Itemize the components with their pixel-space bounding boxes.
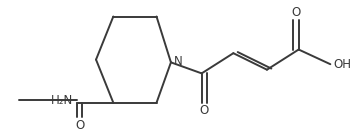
Text: O: O — [75, 119, 84, 132]
Text: OH: OH — [333, 58, 351, 71]
Text: H₂N: H₂N — [51, 94, 74, 107]
Text: N: N — [174, 55, 182, 68]
Text: O: O — [200, 104, 209, 117]
Text: O: O — [291, 6, 301, 19]
